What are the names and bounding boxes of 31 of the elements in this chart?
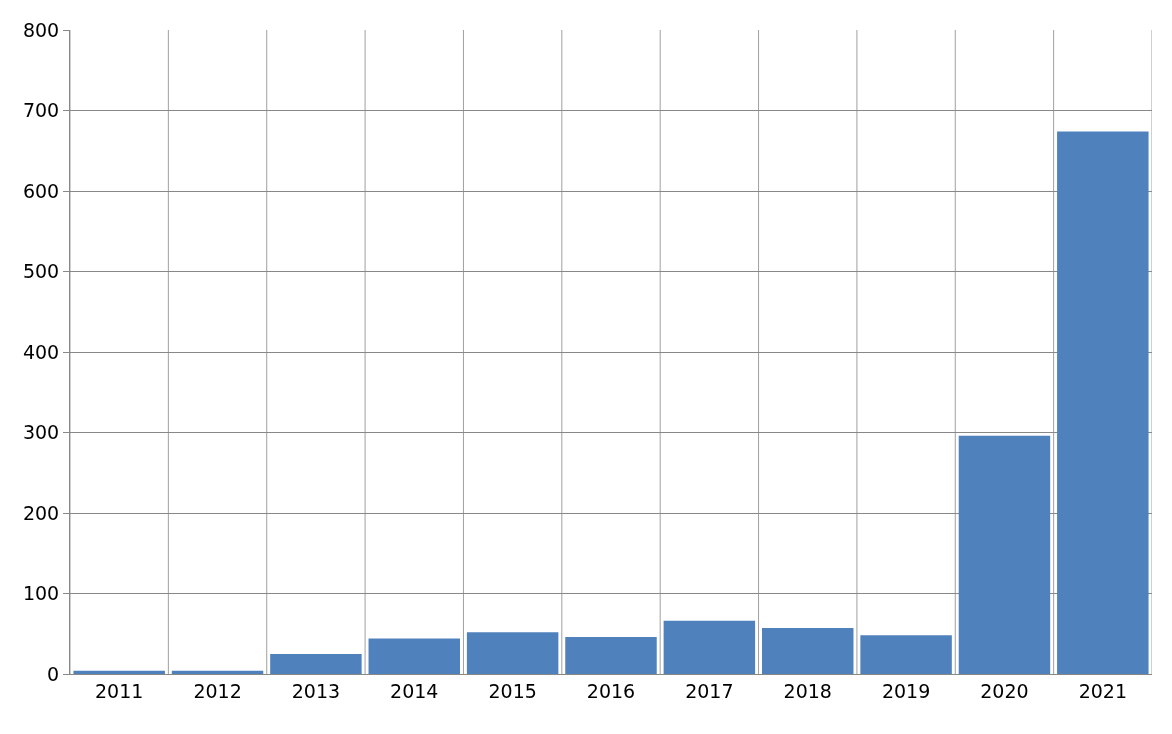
x-tick-label: 2016	[586, 679, 636, 702]
bar	[958, 435, 1051, 674]
x-tick-label: 2013	[291, 679, 341, 702]
y-tick-label: 600	[22, 179, 60, 202]
bar	[663, 620, 756, 674]
x-tick-label: 2017	[685, 679, 734, 702]
bar	[270, 653, 362, 674]
bar	[368, 638, 461, 674]
x-tick-label: 2018	[783, 679, 832, 702]
x-tick-label: 2015	[488, 679, 537, 702]
bar	[171, 670, 264, 674]
x-tick-label: 2014	[390, 679, 439, 702]
bar	[565, 636, 657, 674]
bar	[1057, 131, 1149, 674]
y-tick-label: 200	[22, 501, 60, 524]
x-tick-label: 2021	[1078, 679, 1127, 702]
y-tick-label: 500	[22, 260, 60, 283]
y-tick-label: 300	[22, 421, 60, 444]
x-tick-label: 2012	[193, 679, 242, 702]
y-tick-label: 0	[47, 662, 60, 685]
y-tick-label: 100	[22, 582, 60, 605]
y-tick-label: 700	[22, 99, 60, 122]
y-tick-label: 800	[22, 18, 60, 41]
bar	[466, 632, 559, 674]
bar	[73, 670, 165, 674]
x-tick-label: 2011	[95, 679, 144, 702]
x-tick-label: 2019	[881, 679, 931, 702]
bar	[761, 628, 854, 674]
bar	[860, 635, 952, 674]
x-tick-label: 2020	[980, 679, 1029, 702]
y-tick-label: 400	[22, 340, 60, 363]
